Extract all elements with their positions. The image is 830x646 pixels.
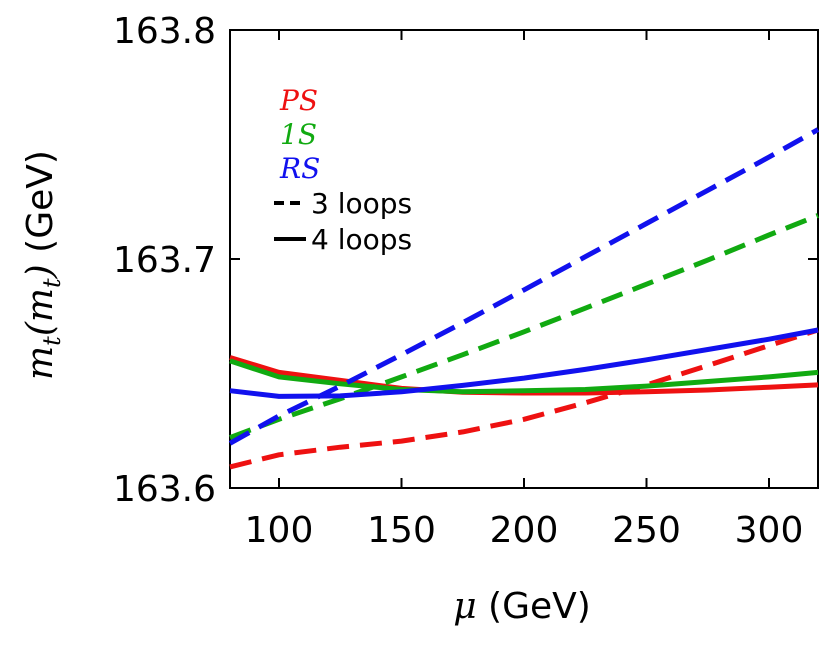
legend-3-loops-label: 3 loops bbox=[311, 187, 412, 220]
x-tick-label: 150 bbox=[367, 510, 436, 551]
y-tick-label: 163.7 bbox=[113, 240, 216, 281]
x-axis-label-unit: (GeV) bbox=[488, 586, 591, 627]
series-line-ps-4-loops bbox=[229, 355, 819, 396]
y-axis-label-symbol: mt(mt) bbox=[20, 264, 66, 380]
legend: PS 1S RS 3 loops 4 loops bbox=[274, 84, 412, 256]
series-layer bbox=[228, 127, 820, 470]
x-axis-label: μ (GeV) bbox=[453, 586, 591, 627]
x-tick-label: 300 bbox=[735, 510, 804, 551]
tick-layer: 100 150 200 250 300 163.6 163.7 163.8 bbox=[113, 11, 818, 551]
x-tick-label: 250 bbox=[612, 510, 681, 551]
x-tick-label: 100 bbox=[245, 510, 314, 551]
y-axis-label-unit: (GeV) bbox=[20, 150, 61, 253]
y-tick-label: 163.8 bbox=[113, 11, 216, 52]
legend-4-loops-label: 4 loops bbox=[311, 223, 412, 256]
series-line-rs-4-loops bbox=[229, 327, 819, 399]
series-line-1s-3-loops bbox=[229, 213, 819, 440]
legend-1s: 1S bbox=[280, 118, 317, 151]
x-tick-label: 200 bbox=[490, 510, 559, 551]
series-line-ps-3-loops bbox=[229, 327, 819, 470]
x-axis-label-symbol: μ bbox=[453, 586, 476, 627]
y-tick-label: 163.6 bbox=[113, 469, 216, 510]
series-line-1s-4-loops bbox=[229, 358, 819, 395]
legend-ps: PS bbox=[279, 84, 318, 117]
legend-rs: RS bbox=[279, 152, 320, 185]
y-axis-label: mt(mt) (GeV) bbox=[20, 150, 66, 380]
